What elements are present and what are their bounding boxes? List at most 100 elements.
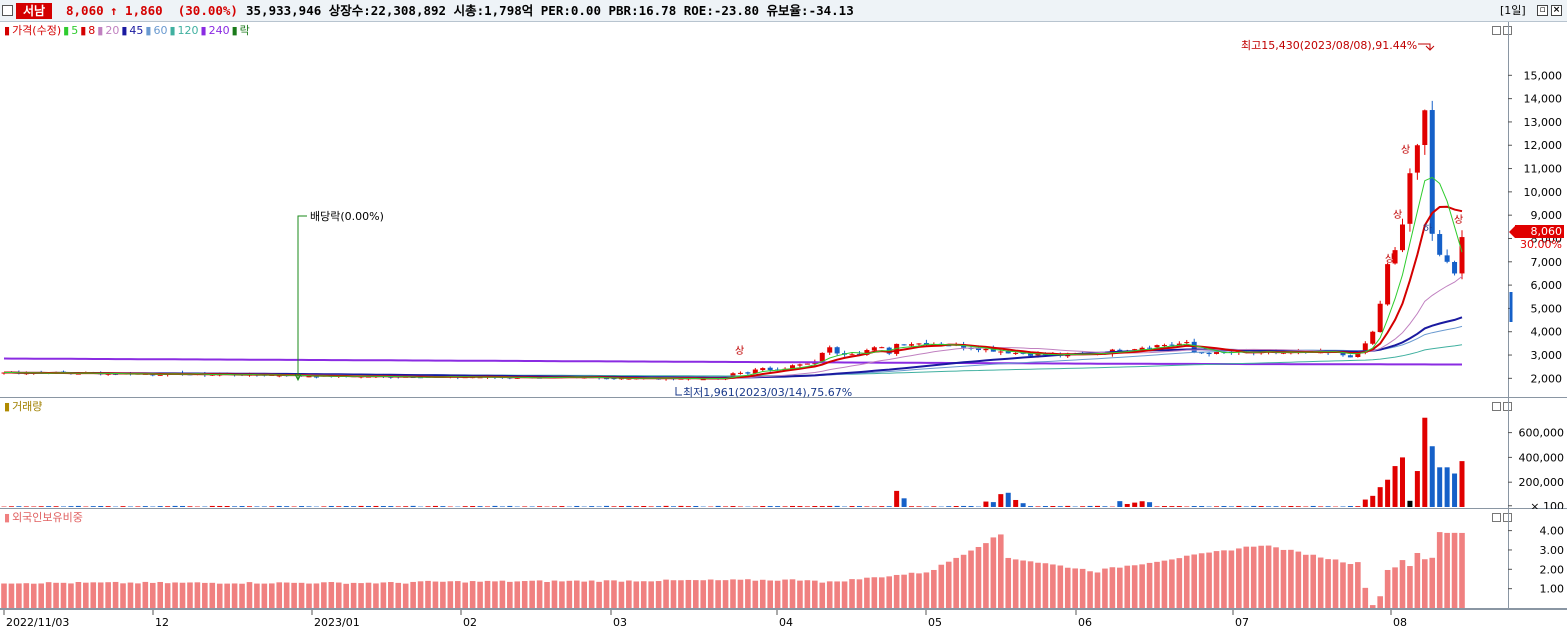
volume-bar: [1452, 474, 1457, 507]
volume-bar: [46, 506, 51, 507]
foreign-ownership-bar: [507, 582, 513, 608]
foreign-ownership-bar: [1452, 533, 1458, 608]
foreign-ownership-bar: [343, 584, 349, 608]
upper-limit-marker: 상: [735, 345, 744, 357]
volume-bar: [1407, 501, 1412, 507]
price-axis-label: 13,000: [1524, 116, 1563, 129]
foreign-ownership-bar: [314, 583, 320, 608]
foreign-ownership-bar: [648, 581, 654, 608]
volume-bar: [1162, 506, 1167, 507]
volume-bar: [500, 506, 505, 507]
foreign-ownership-bar: [1102, 569, 1108, 608]
low-arrow: [676, 387, 682, 395]
foreign-ownership-bar: [403, 584, 409, 608]
foreign-ownership-bar: [1229, 550, 1235, 608]
foreign-ownership-bar: [671, 580, 677, 608]
foreign-ownership-bar: [1429, 558, 1435, 608]
foreign-ownership-bar: [1310, 555, 1316, 608]
foreign-ownership-bar: [150, 583, 156, 608]
volume-bar: [1021, 503, 1026, 507]
volume-bar: [574, 506, 579, 507]
foreign-ownership-bar: [693, 580, 699, 608]
foreign-ownership-bar: [589, 581, 595, 608]
dividend-line: [298, 216, 307, 379]
close-window-button[interactable]: ×: [1551, 5, 1562, 16]
volume-bar: [388, 506, 393, 507]
candle-body: [1452, 262, 1457, 273]
foreign-ownership-bar: [1392, 567, 1398, 608]
foreign-ownership-bar: [916, 573, 922, 608]
volume-bar: [373, 506, 378, 507]
price-axis-label: 2,000: [1531, 372, 1563, 385]
volume-bar: [426, 506, 431, 507]
foreign-ownership-bar: [1206, 553, 1212, 608]
candle-body: [1155, 345, 1160, 347]
foreign-ownership-bar: [299, 583, 305, 608]
volume-bar: [1355, 506, 1360, 507]
foreign-ownership-bar: [656, 581, 662, 608]
foreign-ownership-bar: [1035, 563, 1041, 608]
volume-bar: [634, 506, 639, 507]
candle-body: [909, 344, 914, 346]
foreign-ownership-bar: [455, 581, 461, 608]
foreign-ownership-bar: [1184, 556, 1190, 608]
volume-bar: [165, 506, 170, 507]
foreign-ownership-bar: [291, 583, 297, 608]
foreign-ownership-bar: [1258, 546, 1264, 608]
restore-window-button[interactable]: ▫: [1537, 5, 1548, 16]
volume-bar: [396, 506, 401, 507]
volume-bar: [656, 506, 661, 507]
volume-bar: [411, 506, 416, 507]
lower-limit-marker: 하: [1423, 222, 1432, 235]
foreign-ownership-bar: [373, 583, 379, 608]
volume-bar: [1095, 506, 1100, 507]
foreign-axis-label: 3.00: [1540, 544, 1565, 557]
volume-bar: [1199, 506, 1204, 507]
foreign-ownership-bar: [1043, 563, 1049, 608]
candle-body: [768, 368, 773, 370]
volume-bar: [54, 506, 59, 507]
date-axis-label: 08: [1393, 616, 1407, 629]
foreign-ownership-bar: [559, 581, 565, 608]
date-axis-label: 2022/11/03: [6, 616, 69, 629]
volume-bar: [262, 506, 267, 507]
foreign-ownership-bar: [1355, 562, 1361, 608]
price-axis-label: 4,000: [1531, 326, 1563, 339]
volume-bar: [1415, 471, 1420, 507]
foreign-ownership-bar: [202, 583, 208, 608]
stock-name-badge[interactable]: 서남: [16, 3, 52, 19]
foreign-ownership-bar: [1459, 533, 1465, 608]
foreign-ownership-bar: [1243, 547, 1249, 608]
candle-body: [1013, 353, 1018, 354]
select-checkbox[interactable]: [2, 5, 13, 16]
volume-bar: [1050, 506, 1055, 507]
foreign-ownership-bar: [1333, 559, 1339, 608]
date-axis-label: 02: [463, 616, 477, 629]
foreign-axis-labels: 4.003.002.001.00: [1508, 525, 1564, 596]
foreign-ownership-bar: [448, 581, 454, 608]
foreign-ownership-bar: [157, 582, 163, 608]
foreign-ownership-bar: [247, 582, 253, 608]
upper-limit-marker: 상: [1401, 144, 1410, 156]
foreign-ownership-bar: [53, 583, 59, 608]
volume-bar: [1326, 506, 1331, 507]
foreign-ownership-bar: [1325, 559, 1331, 608]
volume-bar: [1028, 506, 1033, 507]
foreign-ownership-bar: [276, 582, 282, 608]
change-percent: (30.00%): [178, 3, 238, 18]
volume-bar: [850, 506, 855, 507]
foreign-ownership-bar: [224, 584, 230, 608]
foreign-ownership-bar: [440, 582, 446, 608]
price-axis-label: 10,000: [1524, 186, 1563, 199]
price-chart-canvas[interactable]: 15,00014,00013,00012,00011,00010,0009,00…: [0, 22, 1567, 398]
foreign-ownership-bar: [262, 584, 268, 608]
price-axis-label: 14,000: [1524, 93, 1563, 106]
volume-bar: [269, 506, 274, 507]
foreign-ownership-bar: [1437, 532, 1443, 608]
period-selector[interactable]: [1일]: [1500, 3, 1526, 19]
volume-bar: [1318, 506, 1323, 507]
foreign-chart-canvas[interactable]: 4.003.002.001.00: [0, 509, 1567, 609]
